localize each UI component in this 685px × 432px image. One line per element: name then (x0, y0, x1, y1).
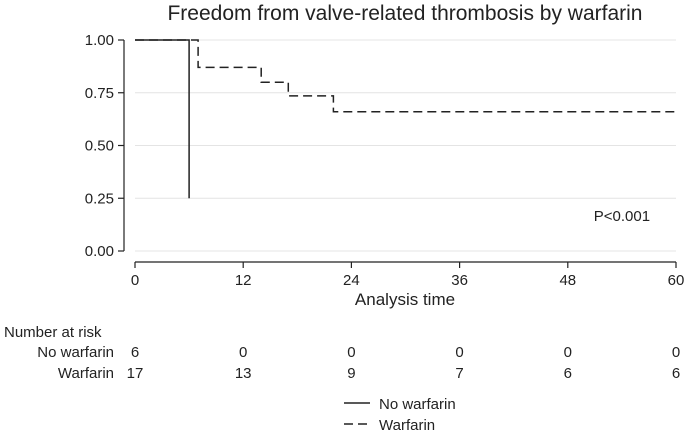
risk-count: 17 (127, 365, 144, 382)
series-lines (135, 39, 676, 199)
risk-count: 9 (347, 365, 355, 382)
x-tick-label: 36 (451, 272, 468, 289)
x-tick-label: 0 (131, 272, 139, 289)
risk-count: 0 (347, 344, 355, 361)
y-tick-label: 0.50 (85, 138, 114, 155)
legend: No warfarin Warfarin (344, 396, 456, 432)
x-tick-label: 48 (559, 272, 576, 289)
series-line-no-warfarin (135, 39, 190, 199)
risk-count: 0 (239, 344, 247, 361)
x-axis-label: Analysis time (355, 290, 455, 309)
risk-count: 0 (564, 344, 572, 361)
x-tick-label: 12 (235, 272, 252, 289)
legend-item-warfarin: Warfarin (344, 417, 435, 432)
risk-count: 6 (672, 365, 680, 382)
x-tick-label: 60 (668, 272, 685, 289)
grid-lines (135, 39, 676, 252)
risk-row-label: Warfarin (58, 365, 114, 382)
legend-label-no-warfarin: No warfarin (379, 396, 456, 413)
y-ticks: 0.00 0.25 0.50 0.75 1.00 (85, 32, 124, 260)
risk-count: 0 (455, 344, 463, 361)
legend-item-no-warfarin: No warfarin (344, 396, 456, 413)
y-tick-label: 0.25 (85, 190, 114, 207)
y-tick-label: 1.00 (85, 32, 114, 49)
x-ticks: 0 12 24 36 48 60 (131, 262, 685, 289)
chart-title: Freedom from valve-related thrombosis by… (167, 2, 642, 25)
y-tick-label: 0.75 (85, 85, 114, 102)
risk-count: 6 (564, 365, 572, 382)
risk-rows: No warfarin 6 0 0 0 0 0 Warfarin 17 13 9 7 6 6 (37, 344, 680, 382)
x-tick-label: 24 (343, 272, 360, 289)
legend-label-warfarin: Warfarin (379, 417, 435, 432)
risk-count: 6 (131, 344, 139, 361)
series-line-warfarin (135, 39, 676, 113)
p-value-annotation: P<0.001 (594, 208, 650, 225)
risk-row-label: No warfarin (37, 344, 114, 361)
risk-count: 13 (235, 365, 252, 382)
risk-table: Number at risk No warfarin 6 0 0 0 0 0 Warfarin… (4, 324, 680, 382)
risk-count: 0 (672, 344, 680, 361)
risk-count: 7 (455, 365, 463, 382)
y-tick-label: 0.00 (85, 243, 114, 260)
plot-area: 0.00 0.25 0.50 0.75 1.00 0 12 24 36 48 60 P<0.001 (85, 32, 685, 289)
risk-table-heading: Number at risk (4, 324, 102, 341)
